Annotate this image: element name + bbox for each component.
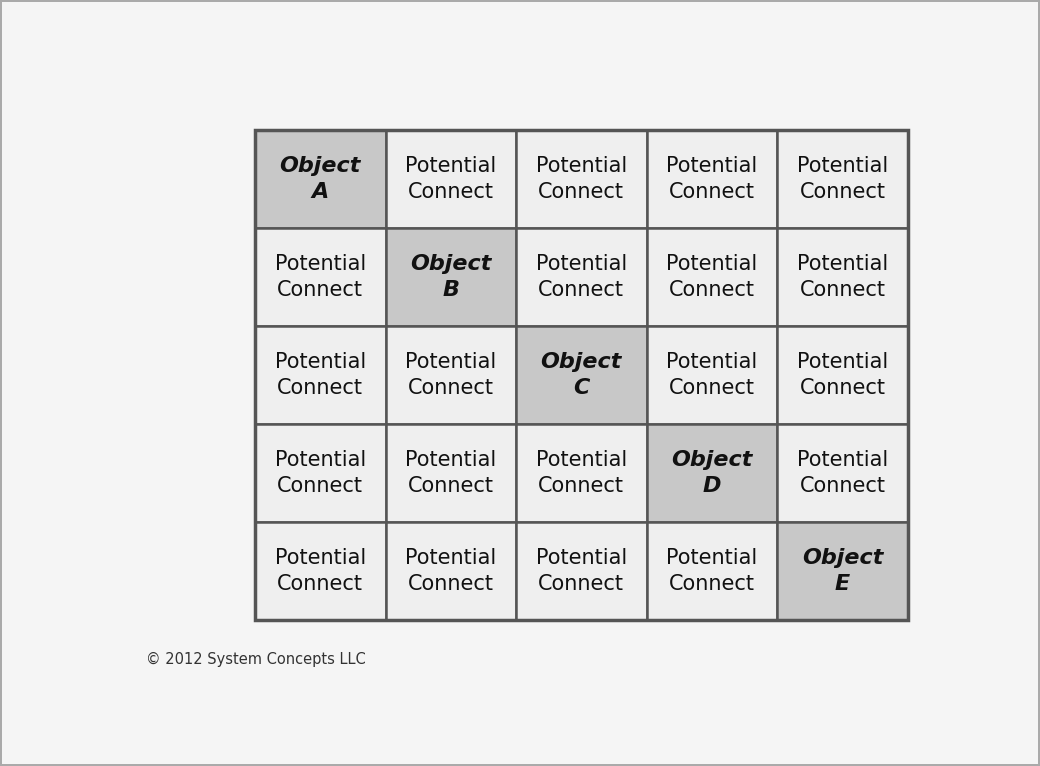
Text: Potential
Connect: Potential Connect <box>536 254 627 300</box>
Bar <box>255 424 386 522</box>
Bar <box>516 228 647 326</box>
Text: Object
D: Object D <box>671 450 753 496</box>
Bar <box>516 326 647 424</box>
Bar <box>386 130 516 228</box>
Text: Potential
Connect: Potential Connect <box>406 352 496 398</box>
Text: Potential
Connect: Potential Connect <box>667 254 757 300</box>
Text: Object
E: Object E <box>802 548 883 594</box>
Text: Potential
Connect: Potential Connect <box>275 254 366 300</box>
Text: Potential
Connect: Potential Connect <box>406 450 496 496</box>
Text: Potential
Connect: Potential Connect <box>667 156 757 202</box>
Text: Potential
Connect: Potential Connect <box>275 548 366 594</box>
Bar <box>255 522 386 620</box>
Bar <box>777 228 908 326</box>
Bar <box>647 424 777 522</box>
Bar <box>255 130 386 228</box>
Text: Potential
Connect: Potential Connect <box>275 450 366 496</box>
Bar <box>516 424 647 522</box>
Text: Potential
Connect: Potential Connect <box>536 156 627 202</box>
Bar <box>255 130 908 620</box>
Text: Object
B: Object B <box>410 254 492 300</box>
Bar <box>647 326 777 424</box>
Bar <box>386 228 516 326</box>
Text: Potential
Connect: Potential Connect <box>536 450 627 496</box>
Bar <box>386 522 516 620</box>
Text: Potential
Connect: Potential Connect <box>275 352 366 398</box>
Bar <box>647 228 777 326</box>
Bar <box>777 326 908 424</box>
Bar <box>777 424 908 522</box>
Text: Potential
Connect: Potential Connect <box>797 450 888 496</box>
Text: Potential
Connect: Potential Connect <box>797 352 888 398</box>
Bar <box>777 130 908 228</box>
Bar <box>516 522 647 620</box>
Bar <box>255 228 386 326</box>
Text: Potential
Connect: Potential Connect <box>536 548 627 594</box>
Bar <box>386 424 516 522</box>
Bar <box>647 522 777 620</box>
Text: Potential
Connect: Potential Connect <box>406 156 496 202</box>
Bar <box>255 326 386 424</box>
Text: Potential
Connect: Potential Connect <box>797 254 888 300</box>
Text: © 2012 System Concepts LLC: © 2012 System Concepts LLC <box>146 652 366 667</box>
Bar <box>777 522 908 620</box>
Text: Potential
Connect: Potential Connect <box>667 548 757 594</box>
Bar <box>647 130 777 228</box>
Bar <box>516 130 647 228</box>
Text: Potential
Connect: Potential Connect <box>797 156 888 202</box>
Text: Potential
Connect: Potential Connect <box>667 352 757 398</box>
Text: Potential
Connect: Potential Connect <box>406 548 496 594</box>
Text: Object
C: Object C <box>541 352 622 398</box>
Bar <box>386 326 516 424</box>
Text: Object
A: Object A <box>280 156 361 202</box>
